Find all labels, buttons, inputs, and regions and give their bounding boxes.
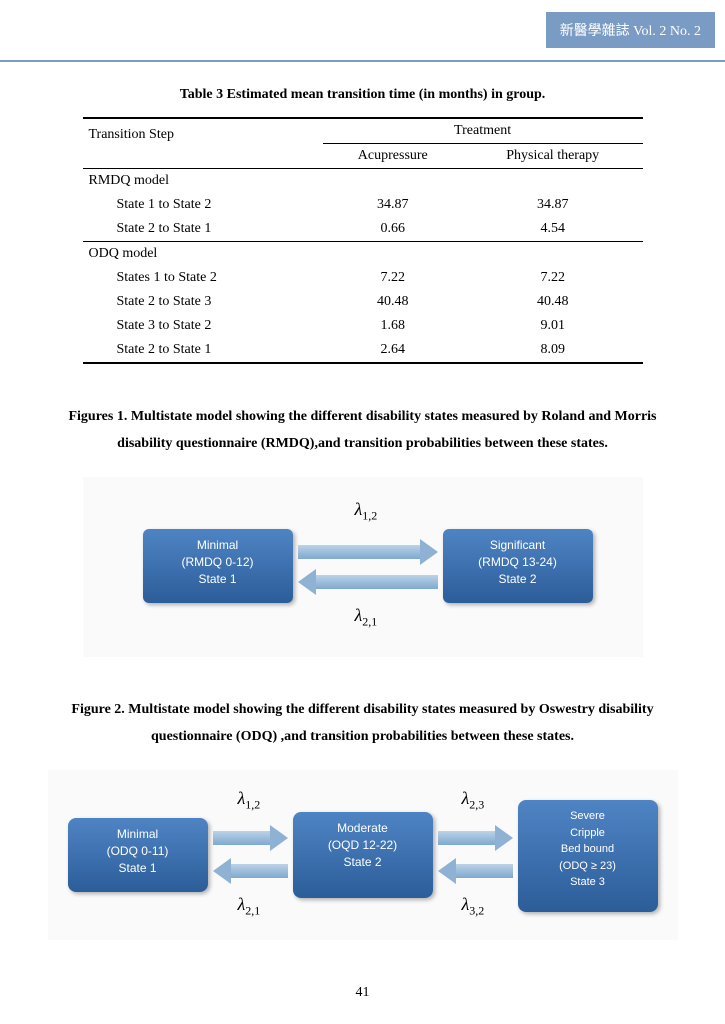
- cell: 4.54: [463, 217, 643, 242]
- state2-line2: (RMDQ 13-24): [449, 554, 587, 571]
- f2-s1-l1: Minimal: [74, 826, 202, 843]
- lambda-2-1-b: λ2,1: [238, 894, 261, 919]
- figure2-caption: Figure 2. Multistate model showing the d…: [50, 697, 675, 750]
- state1-line3: State 1: [149, 571, 287, 588]
- cell: 8.09: [463, 338, 643, 363]
- page-header: 新醫學雜誌 Vol. 2 No. 2: [0, 0, 725, 62]
- cell: 40.48: [463, 290, 643, 314]
- page-number: 41: [0, 985, 725, 1001]
- state1-line1: Minimal: [149, 537, 287, 554]
- lambda-1-2-b: λ1,2: [238, 788, 261, 813]
- figure1-diagram: Minimal (RMDQ 0-12) State 1 Significant …: [83, 477, 643, 657]
- cell: 7.22: [323, 266, 463, 290]
- cell: State 2 to State 3: [83, 290, 323, 314]
- cell: 0.66: [323, 217, 463, 242]
- arrow-1-2-b: [213, 825, 288, 851]
- table3: Transition Step Treatment Acupressure Ph…: [83, 117, 643, 364]
- f2-state3-box: Severe Cripple Bed bound (ODQ ≥ 23) Stat…: [518, 800, 658, 912]
- lambda-3-2: λ3,2: [462, 894, 485, 919]
- lambda-2-1: λ2,1: [355, 605, 378, 630]
- f2-state1-box: Minimal (ODQ 0-11) State 1: [68, 818, 208, 892]
- f2-s1-l3: State 1: [74, 860, 202, 877]
- arrow-2-1-b: [213, 858, 288, 884]
- figure1-caption: Figures 1. Multistate model showing the …: [50, 404, 675, 457]
- arrow-2-1: [298, 569, 438, 595]
- subhead-rmdq: RMDQ model: [83, 169, 643, 194]
- col-header-b: Physical therapy: [463, 144, 643, 169]
- cell: 34.87: [463, 193, 643, 217]
- f2-s2-l2: (OQD 12-22): [299, 837, 427, 854]
- cell: States 1 to State 2: [83, 266, 323, 290]
- state1-line2: (RMDQ 0-12): [149, 554, 287, 571]
- col-header-group: Treatment: [323, 118, 643, 144]
- f2-s3-l1: Severe: [524, 808, 652, 825]
- state2-box: Significant (RMDQ 13-24) State 2: [443, 529, 593, 603]
- cell: 1.68: [323, 314, 463, 338]
- table-row: State 3 to State 2 1.68 9.01: [83, 314, 643, 338]
- cell: 2.64: [323, 338, 463, 363]
- lambda-2-3: λ2,3: [462, 788, 485, 813]
- f2-s3-l3: Bed bound: [524, 841, 652, 858]
- figure2-diagram: Minimal (ODQ 0-11) State 1 Moderate (OQD…: [48, 770, 678, 940]
- cell: State 3 to State 2: [83, 314, 323, 338]
- cell: State 2 to State 1: [83, 217, 323, 242]
- table-row: State 2 to State 3 40.48 40.48: [83, 290, 643, 314]
- state2-line3: State 2: [449, 571, 587, 588]
- table-row: States 1 to State 2 7.22 7.22: [83, 266, 643, 290]
- f2-s3-l4: (ODQ ≥ 23): [524, 858, 652, 875]
- lambda-1-2: λ1,2: [355, 499, 378, 524]
- f2-s2-l3: State 2: [299, 854, 427, 871]
- state1-box: Minimal (RMDQ 0-12) State 1: [143, 529, 293, 603]
- f2-s3-l5: State 3: [524, 874, 652, 891]
- col-header-step: Transition Step: [83, 118, 323, 169]
- table-row: State 2 to State 1 2.64 8.09: [83, 338, 643, 363]
- arrow-1-2: [298, 539, 438, 565]
- cell: 34.87: [323, 193, 463, 217]
- cell: State 1 to State 2: [83, 193, 323, 217]
- f2-s2-l1: Moderate: [299, 820, 427, 837]
- f2-s3-l2: Cripple: [524, 825, 652, 842]
- cell: 9.01: [463, 314, 643, 338]
- col-header-a: Acupressure: [323, 144, 463, 169]
- journal-badge: 新醫學雜誌 Vol. 2 No. 2: [546, 12, 715, 48]
- cell: 40.48: [323, 290, 463, 314]
- f2-s1-l2: (ODQ 0-11): [74, 843, 202, 860]
- table-row: State 1 to State 2 34.87 34.87: [83, 193, 643, 217]
- f2-state2-box: Moderate (OQD 12-22) State 2: [293, 812, 433, 898]
- subhead-odq: ODQ model: [83, 242, 643, 267]
- table3-title: Table 3 Estimated mean transition time (…: [0, 87, 725, 103]
- arrow-3-2: [438, 858, 513, 884]
- cell: 7.22: [463, 266, 643, 290]
- cell: State 2 to State 1: [83, 338, 323, 363]
- state2-line1: Significant: [449, 537, 587, 554]
- table-row: State 2 to State 1 0.66 4.54: [83, 217, 643, 242]
- arrow-2-3: [438, 825, 513, 851]
